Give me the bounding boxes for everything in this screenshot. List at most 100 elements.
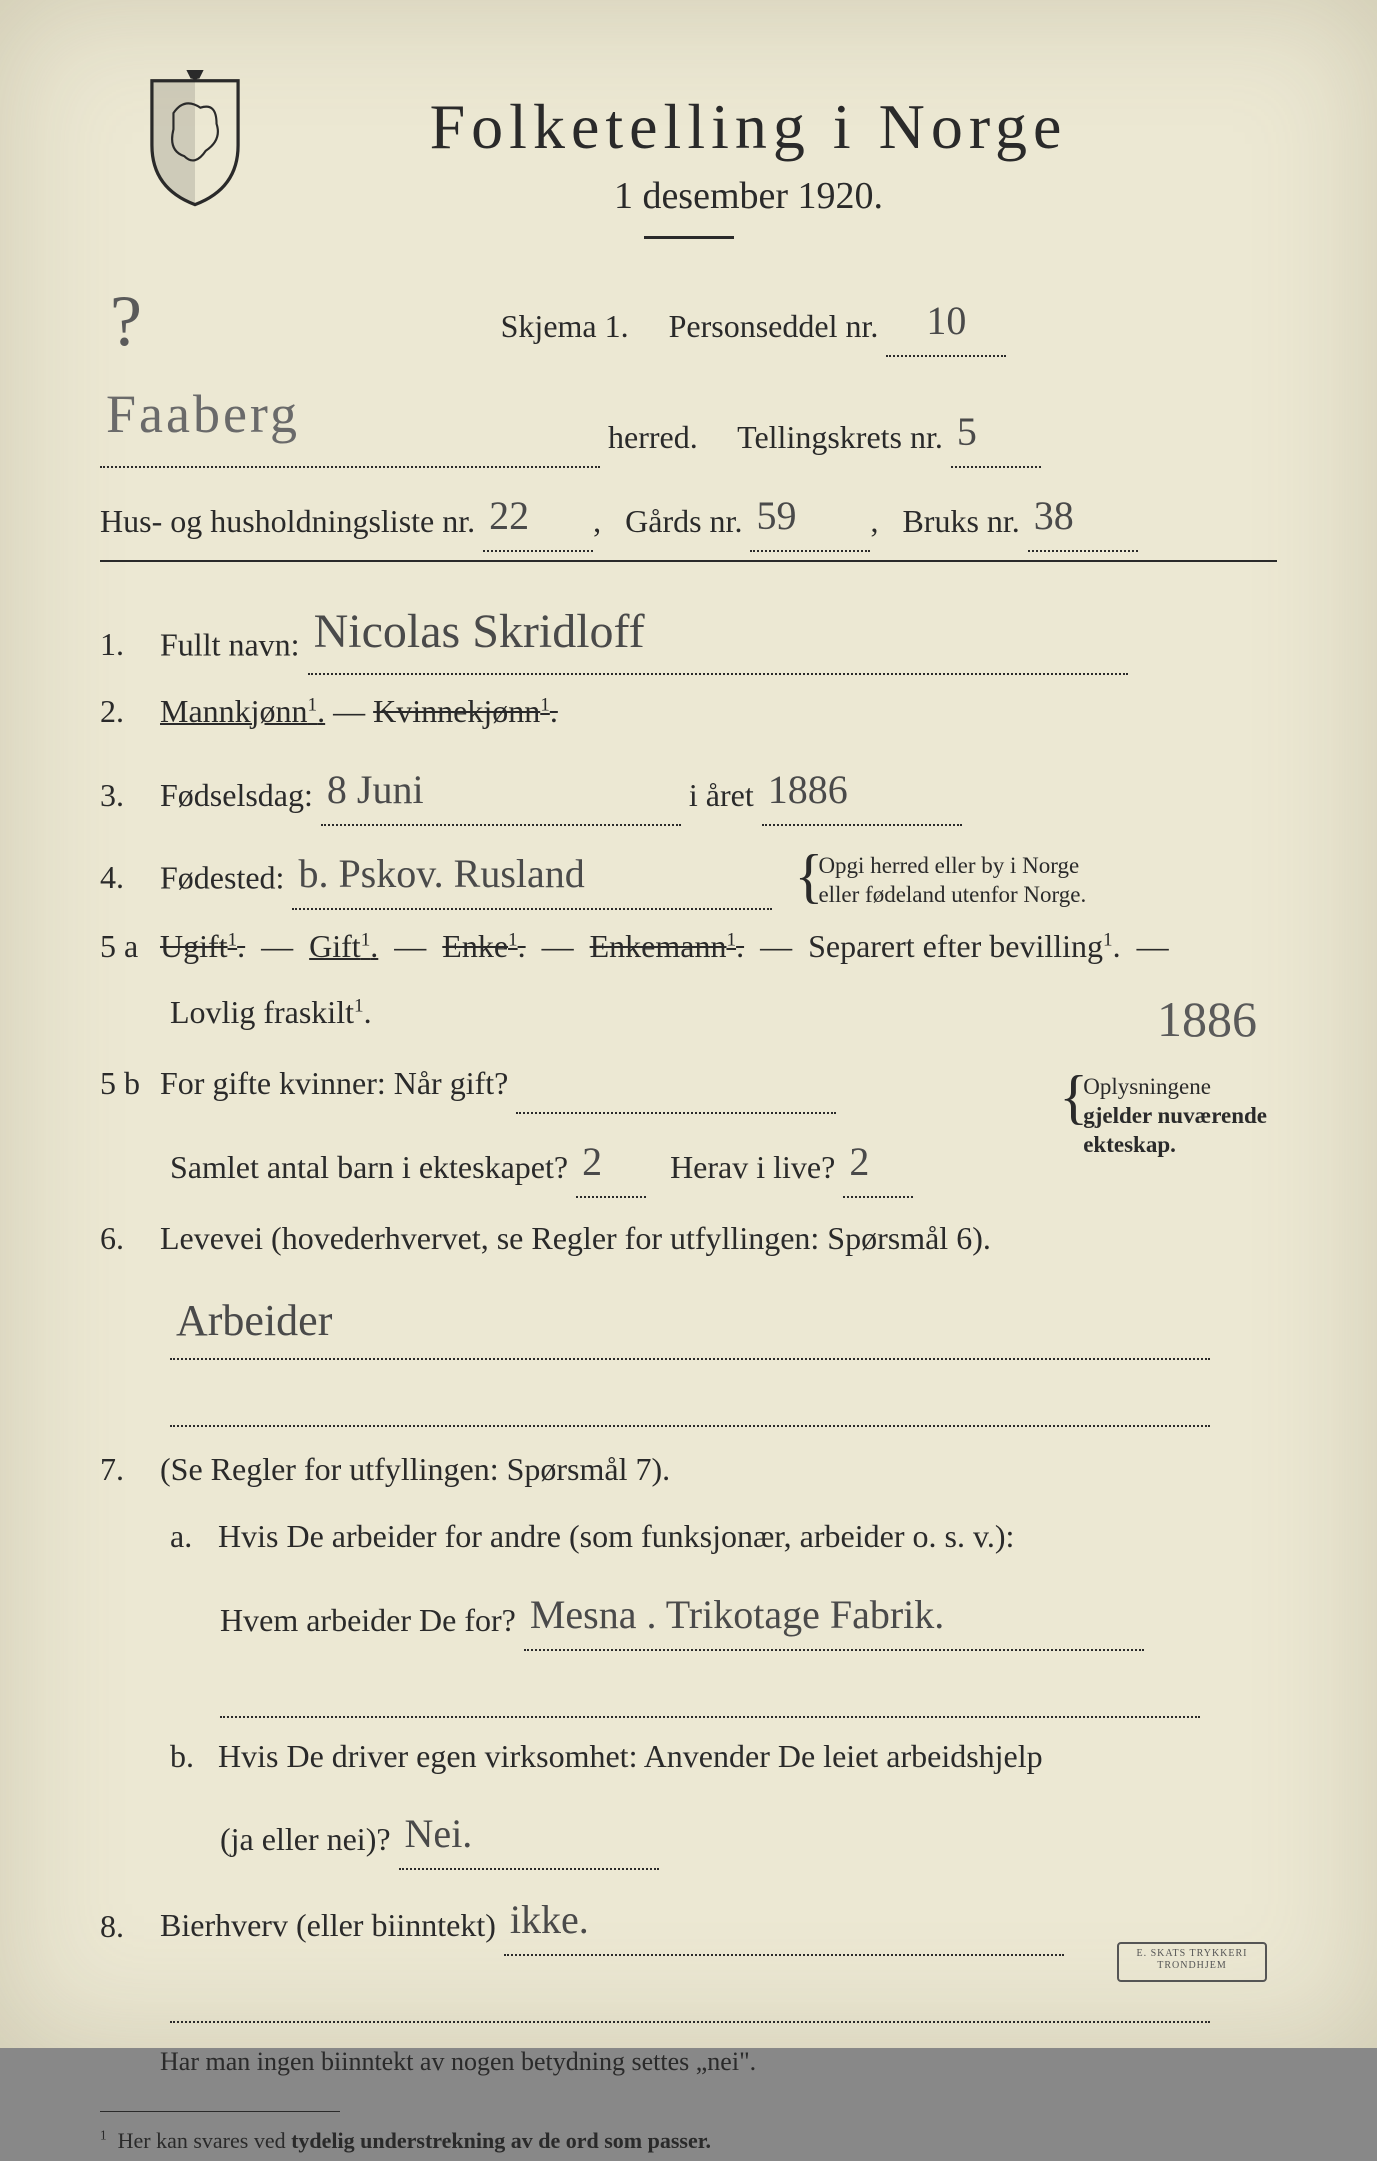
footnote-num: 1 [100, 2127, 107, 2142]
q5a-num: 5 a [100, 916, 152, 977]
header: Folketelling i Norge 1 desember 1920. [100, 90, 1277, 239]
tellingskrets-label: Tellingskrets nr. [737, 419, 943, 455]
row-q8-blank [170, 1962, 1277, 2023]
skjema-label: Skjema 1. [501, 308, 629, 344]
q8-value: ikke. [510, 1897, 589, 1942]
q1-label: Fullt navn: [160, 626, 300, 662]
q5b-label3: Herav i live? [670, 1149, 835, 1185]
q3-year-value: 1886 [768, 767, 848, 812]
q2-mann: Mannkjønn1. [160, 693, 325, 729]
row-tail-note: Har man ingen biinntekt av nogen betydni… [160, 2037, 1277, 2086]
bruks-label: Bruks nr. [902, 503, 1019, 539]
q4-num: 4. [100, 847, 152, 908]
q4-field: b. Pskov. Rusland [292, 832, 772, 910]
herred-value: Faaberg [106, 384, 300, 444]
row-herred: Faaberg herred. Tellingskrets nr. 5 [100, 363, 1277, 468]
row-q1: 1. Fullt navn: Nicolas Skridloff [100, 582, 1277, 675]
q7a-value: Mesna . Trikotage Fabrik. [530, 1592, 944, 1637]
herred-label: herred. [608, 419, 698, 455]
q1-value: Nicolas Skridloff [314, 605, 645, 658]
q7a-l2: Hvem arbeider De for? [220, 1602, 516, 1638]
q3-year-field: 1886 [762, 748, 962, 826]
row-q8: 8. Bierhverv (eller biinntekt) ikke. [100, 1878, 1277, 1956]
personseddel-value: 10 [926, 298, 966, 343]
q5b-total-field: 2 [576, 1120, 646, 1198]
q6-field: Arbeider [170, 1275, 1210, 1361]
q5a-gift: Gift1. [309, 928, 378, 964]
gards-field: 59 [750, 474, 870, 552]
q5b-live-field: 2 [843, 1120, 913, 1198]
q5a-separert: Separert efter bevilling1. [808, 928, 1121, 964]
q8-field: ikke. [504, 1878, 1064, 1956]
footnote: 1 Her kan svares ved tydelig understrekn… [100, 2120, 1277, 2161]
row-q5a-line2: Lovlig fraskilt1. 1886 [170, 982, 1277, 1043]
q6-field-2 [170, 1387, 1210, 1427]
row-q7a-1: a. Hvis De arbeider for andre (som funks… [170, 1506, 1277, 1567]
q2-sep: — [333, 693, 373, 729]
q6-value: Arbeider [176, 1296, 332, 1345]
q7-num: 7. [100, 1439, 152, 1500]
marginal-question-mark: ? [110, 280, 142, 363]
q5b-live-value: 2 [849, 1139, 869, 1184]
row-q5a: 5 a Ugift1. — Gift1. — Enke1. — Enkemann… [100, 916, 1277, 977]
printer-stamp: E. SKATS TRYKKERITRONDHJEM [1117, 1942, 1267, 1982]
q3-day-field: 8 Juni [321, 748, 681, 826]
q7b-l1: Hvis De driver egen virksomhet: Anvender… [218, 1738, 1043, 1774]
q4-label: Fødested: [160, 859, 284, 895]
row-q3: 3. Fødselsdag: 8 Juni i året 1886 [100, 748, 1277, 826]
q8-field-2 [170, 1983, 1210, 2023]
section-divider-1 [100, 560, 1277, 562]
title-divider [644, 236, 734, 239]
q5b-label2: Samlet antal barn i ekteskapet? [170, 1149, 568, 1185]
q7a-num: a. [170, 1506, 210, 1567]
q8-label: Bierhverv (eller biinntekt) [160, 1908, 496, 1944]
q6-label: Levevei (hovederhvervet, se Regler for u… [160, 1220, 991, 1256]
q7b-num: b. [170, 1726, 210, 1787]
row-q7a-2: Hvem arbeider De for? Mesna . Trikotage … [220, 1573, 1277, 1651]
tellingskrets-field: 5 [951, 390, 1041, 468]
q3-num: 3. [100, 765, 152, 826]
q8-num: 8. [100, 1896, 152, 1957]
q5a-lovlig: Lovlig fraskilt1. [170, 994, 372, 1030]
personseddel-label: Personseddel nr. [669, 308, 879, 344]
bruks-value: 38 [1034, 493, 1074, 538]
tail-note: Har man ingen biinntekt av nogen betydni… [160, 2047, 756, 2076]
q7-label: (Se Regler for utfyllingen: Spørsmål 7). [160, 1451, 670, 1487]
q4-note-l2: eller fødeland utenfor Norge. [818, 882, 1086, 907]
q7a-field-2 [220, 1678, 1200, 1718]
census-form-page: Folketelling i Norge 1 desember 1920. ? … [0, 0, 1377, 2048]
gards-value: 59 [756, 493, 796, 538]
row-skjema: Skjema 1. Personseddel nr. 10 [230, 279, 1277, 357]
row-q6-blank [170, 1366, 1277, 1427]
q5a-enkemann: Enkemann1. [590, 928, 744, 964]
husliste-field: 22 [483, 474, 593, 552]
q6-num: 6. [100, 1208, 152, 1269]
row-q7b-1: b. Hvis De driver egen virksomhet: Anven… [170, 1726, 1277, 1787]
q5b-num: 5 b [100, 1053, 152, 1114]
q3-year-label: i året [689, 777, 754, 813]
row-q4: 4. Fødested: b. Pskov. Rusland Opgi herr… [100, 832, 1277, 910]
page-title: Folketelling i Norge [220, 90, 1277, 164]
form-body: Skjema 1. Personseddel nr. 10 Faaberg he… [100, 279, 1277, 2161]
row-q6-value: Arbeider [170, 1275, 1277, 1361]
personseddel-field: 10 [886, 279, 1006, 357]
footnote-separator [100, 2111, 340, 2112]
q7a-field: Mesna . Trikotage Fabrik. [524, 1573, 1144, 1651]
q7b-l2: (ja eller nei)? [220, 1822, 391, 1858]
row-q2: 2. Mannkjønn1. — Kvinnekjønn1. [100, 681, 1277, 742]
q1-num: 1. [100, 614, 152, 675]
tellingskrets-value: 5 [957, 409, 977, 454]
footnote-text: Her kan svares ved tydelig understreknin… [118, 2128, 711, 2153]
q5b-label1: For gifte kvinner: Når gift? [160, 1065, 508, 1101]
husliste-value: 22 [489, 493, 529, 538]
q4-value: b. Pskov. Rusland [298, 851, 584, 896]
q7b-value: Nei. [405, 1811, 473, 1856]
herred-field: Faaberg [100, 363, 600, 468]
q5a-ugift: Ugift1. [160, 928, 245, 964]
q1-field: Nicolas Skridloff [308, 582, 1128, 675]
gards-label: Gårds nr. [625, 503, 742, 539]
row-q7a-blank [220, 1657, 1277, 1718]
row-q7: 7. (Se Regler for utfyllingen: Spørsmål … [100, 1439, 1277, 1500]
q4-note-l1: Opgi herred eller by i Norge [818, 853, 1079, 878]
q5b-gift-field [516, 1074, 836, 1114]
